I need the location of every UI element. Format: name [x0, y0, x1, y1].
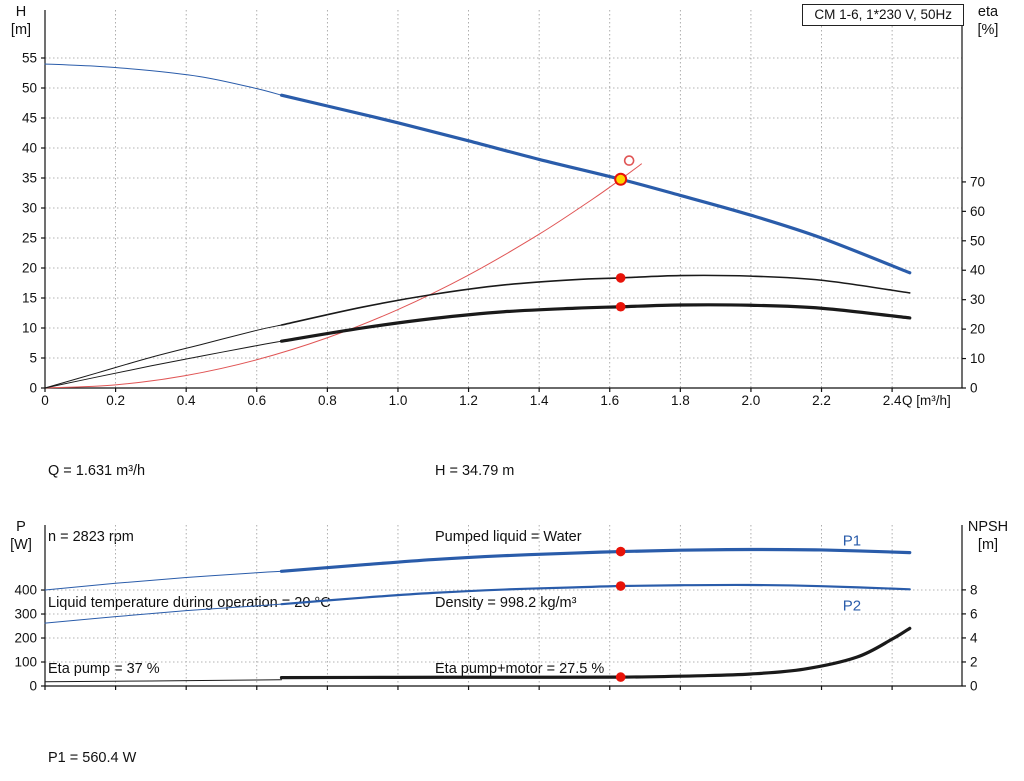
left-tick-label: 0 [29, 381, 37, 396]
info-line-eta-pump: Eta pump = 37 % [48, 661, 160, 677]
system-curve [44, 163, 643, 389]
npsh-curve [279, 626, 912, 680]
p2-point [615, 581, 626, 591]
p1-curve [279, 547, 912, 573]
power-npsh-info: P1 = 560.4 W P2 = 416.7 W NPSH = 0.74 m [48, 703, 149, 781]
p1-curve-extended [44, 570, 282, 591]
left-tick-label: 25 [22, 231, 37, 246]
left-tick-label: 35 [22, 171, 37, 186]
right-axis-unit: [%] [978, 22, 999, 38]
right-tick-label: 20 [970, 322, 985, 337]
qh-curve-extended [44, 63, 282, 96]
right-tick-label: 6 [970, 606, 978, 621]
left-tick-label: 0 [29, 679, 37, 694]
h-q-eta-chart: 0 0.2 0.4 0.6 0.8 1.0 1.2 1.4 1.6 1.8 2.0 2.2 2.4 0 5 1… [11, 4, 999, 408]
right-tick-label: 10 [970, 351, 985, 366]
right-tick-label: 4 [970, 630, 978, 645]
x-tick-label: 2.0 [742, 393, 761, 408]
left-tick-label: 20 [22, 261, 37, 276]
left-axis-unit: [m] [11, 22, 31, 38]
operating-point-info-right: H = 34.79 m Pumped liquid = Water Densit… [435, 416, 604, 724]
right-tick-label: 0 [970, 679, 978, 694]
npsh-point [615, 672, 626, 682]
left-tick-label: 400 [14, 583, 37, 598]
x-tick-label: 1.8 [671, 393, 690, 408]
right-tick-label: 40 [970, 263, 985, 278]
axis-frame [44, 525, 963, 687]
right-axis-label: NPSH [968, 519, 1008, 535]
info-line-q: Q = 1.631 m³/h [48, 463, 146, 479]
left-axis-unit: [W] [10, 537, 32, 553]
left-tick-label: 45 [22, 111, 37, 126]
right-tick-label: 8 [970, 582, 978, 597]
right-tick-label: 2 [970, 654, 978, 669]
duty-point [614, 172, 628, 186]
left-tick-label: 5 [29, 351, 37, 366]
pump-model-title-box: CM 1-6, 1*230 V, 50Hz [802, 4, 964, 26]
x-tick-label: 2.2 [812, 393, 831, 408]
pump-model-text: CM 1-6, 1*230 V, 50Hz [814, 7, 952, 22]
left-tick-label: 55 [22, 51, 37, 66]
x-tick-label: 1.4 [530, 393, 549, 408]
right-tick-label: 0 [970, 381, 978, 396]
left-tick-label: 200 [14, 631, 37, 646]
info-line-p1: P1 = 560.4 W [48, 750, 137, 766]
eta-pump-motor-curve [279, 303, 912, 343]
eta-pump-motor-point [615, 301, 626, 312]
x-tick-label: 0.2 [106, 393, 125, 408]
qh-curve [279, 93, 912, 275]
left-tick-label: 300 [14, 607, 37, 622]
left-tick-label: 50 [22, 81, 37, 96]
left-tick-label: 10 [22, 321, 37, 336]
npsh-curve-extended [44, 679, 282, 683]
x-tick-label: 1.2 [459, 393, 478, 408]
axis-frame [44, 10, 963, 389]
p1-point [615, 546, 626, 557]
axis-corner-labels: H [m] eta [%] [11, 4, 999, 38]
x-tick-label: 0.8 [318, 393, 337, 408]
power-npsh-chart: 0 100 200 300 400 0 2 4 6 8 P [W] NPSH [m] P1 P2 [10, 519, 1008, 694]
p2-curve-extended [44, 603, 282, 624]
right-tick-label: 30 [970, 292, 985, 307]
right-tick-label: 50 [970, 233, 985, 248]
x-tick-label: 0.6 [247, 393, 266, 408]
p2-curve [280, 583, 911, 606]
x-tick-label: 0.4 [177, 393, 196, 408]
right-tick-label: 60 [970, 204, 985, 219]
info-line-eta-pump-motor: Eta pump+motor = 27.5 % [435, 661, 605, 677]
x-tick-label: 1.6 [600, 393, 619, 408]
target-point [623, 155, 635, 166]
info-line-head: H = 34.79 m [435, 463, 515, 479]
grid-lines [44, 10, 962, 389]
left-tick-label: 40 [22, 141, 37, 156]
series-label-p2: P2 [843, 597, 861, 614]
right-tick-label: 70 [970, 174, 985, 189]
x-tick-label: 0 [41, 393, 49, 408]
axis-corner-labels: P [W] NPSH [m] [10, 519, 1008, 553]
left-axis-label: P [16, 519, 26, 535]
right-axis-label: eta [978, 4, 999, 20]
eta-pump-curve [280, 274, 911, 326]
info-line-speed: n = 2823 rpm [48, 529, 134, 545]
eta-pump-curve-extended [44, 324, 282, 389]
x-tick-label: 1.0 [389, 393, 408, 408]
left-tick-label: 30 [22, 201, 37, 216]
left-tick-label: 15 [22, 291, 37, 306]
eta-pump-motor-curve-extended [44, 340, 282, 389]
info-line-density: Density = 998.2 kg/m³ [435, 595, 577, 611]
x-axis-label: Q [m³/h] [902, 393, 951, 408]
eta-pump-point [615, 273, 626, 283]
x-tick-label: 2.4 [883, 393, 902, 408]
left-axis-label: H [16, 4, 26, 20]
series-label-p1: P1 [843, 533, 861, 550]
left-tick-label: 100 [14, 655, 37, 670]
info-line-pumped-liquid: Pumped liquid = Water [435, 529, 582, 545]
right-axis-unit: [m] [978, 537, 998, 553]
